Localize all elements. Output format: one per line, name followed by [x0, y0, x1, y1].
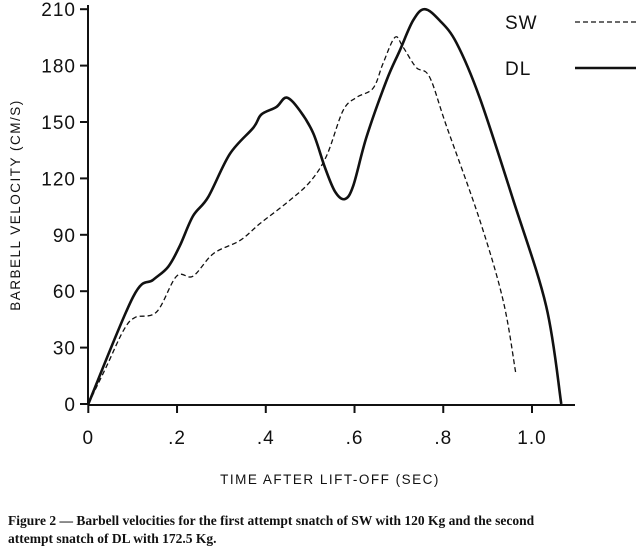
x-tick-label: .2 — [168, 428, 186, 449]
caption-line-1: Figure 2 — Barbell velocities for the fi… — [8, 513, 535, 528]
chart: 0 30 60 90 120 150 180 210 0 .2 .4 .6 .8 1.0 TIME AF… — [8, 0, 636, 487]
legend-label-sw: SW — [505, 13, 538, 34]
caption-line-2: attempt snatch of DL with 172.5 Kg. — [8, 531, 217, 546]
x-tick-label: .8 — [434, 428, 452, 449]
x-axis-title: TIME AFTER LIFT-OFF (SEC) — [220, 472, 440, 487]
y-tick-label: 60 — [53, 282, 76, 303]
series-line-sw — [87, 36, 517, 405]
y-tick-label: 120 — [41, 169, 76, 190]
x-tick-label: 0 — [83, 428, 95, 449]
legend-label-dl: DL — [505, 59, 531, 80]
y-tick-label: 90 — [53, 226, 76, 247]
x-tick-label: .6 — [346, 428, 364, 449]
y-tick-label: 30 — [53, 339, 76, 360]
y-tick-label: 150 — [41, 113, 76, 134]
y-tick-label: 210 — [41, 0, 76, 21]
x-tick-label: 1.0 — [517, 428, 546, 449]
x-tick-label: .4 — [257, 428, 275, 449]
y-tick-label: 0 — [64, 395, 76, 416]
figure-caption: Figure 2 — Barbell velocities for the fi… — [8, 512, 638, 548]
series-line-dl — [87, 7, 563, 405]
y-tick-label: 180 — [41, 57, 76, 78]
y-axis-title: BARBELL VELOCITY (CM/S) — [8, 99, 23, 311]
